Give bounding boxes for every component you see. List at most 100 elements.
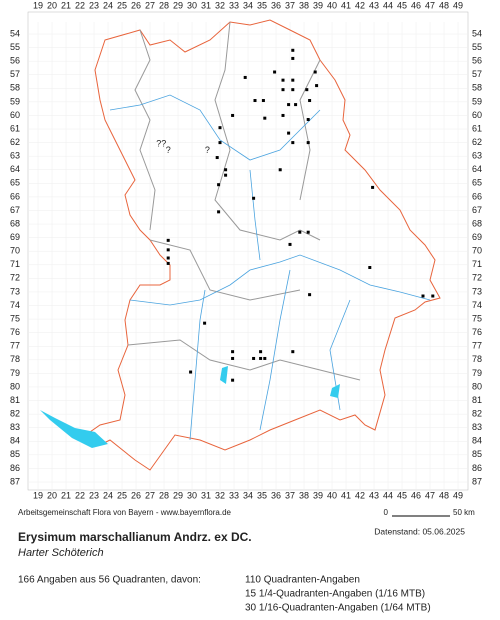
x-tick-label: 46 xyxy=(411,0,421,10)
occurrence-point xyxy=(308,293,312,297)
y-tick-label: 75 xyxy=(472,313,482,323)
y-tick-label: 57 xyxy=(472,69,482,79)
x-tick-label: 35 xyxy=(257,0,267,10)
y-tick-label: 62 xyxy=(10,137,20,147)
x-tick-label: 42 xyxy=(355,490,365,500)
x-tick-label: 20 xyxy=(47,0,57,10)
occurrence-point xyxy=(218,126,222,130)
occurrence-point xyxy=(281,88,285,92)
y-tick-label: 54 xyxy=(472,28,482,38)
y-tick-label: 76 xyxy=(10,327,20,337)
x-tick-label: 33 xyxy=(229,490,239,500)
occurrence-point xyxy=(231,113,235,117)
count: 15 1/4-Quadranten-Angaben (1/16 MTB) xyxy=(245,589,425,600)
x-tick-label: 24 xyxy=(103,490,113,500)
x-tick-label: 28 xyxy=(159,0,169,10)
y-tick-label: 86 xyxy=(10,463,20,473)
y-tick-label: 72 xyxy=(472,273,482,283)
occurrence-point xyxy=(215,156,219,160)
points: ???? xyxy=(156,48,435,382)
occurrence-point xyxy=(231,356,235,360)
occurrence-point xyxy=(298,230,302,234)
occurrence-point xyxy=(306,230,310,234)
occurrence-point xyxy=(294,103,298,107)
occurrence-point xyxy=(371,185,375,189)
y-tick-label: 77 xyxy=(472,341,482,351)
x-tick-label: 29 xyxy=(173,490,183,500)
occurrence-point xyxy=(281,78,285,82)
y-tick-label: 59 xyxy=(10,96,20,106)
occurrence-point xyxy=(315,84,319,88)
y-tick-label: 55 xyxy=(472,42,482,52)
x-tick-label: 41 xyxy=(341,0,351,10)
y-tick-label: 70 xyxy=(472,246,482,256)
x-tick-label: 47 xyxy=(425,490,435,500)
x-tick-label: 34 xyxy=(243,0,253,10)
occurrence-point xyxy=(287,103,291,107)
y-tick-label: 80 xyxy=(472,381,482,391)
x-tick-label: 40 xyxy=(327,490,337,500)
x-tick-label: 35 xyxy=(257,490,267,500)
y-tick-label: 69 xyxy=(472,232,482,242)
y-tick-label: 62 xyxy=(472,137,482,147)
x-tick-label: 24 xyxy=(103,0,113,10)
river xyxy=(109,94,321,161)
occurrence-point xyxy=(189,370,193,374)
y-tick-label: 63 xyxy=(472,151,482,161)
y-tick-label: 83 xyxy=(472,422,482,432)
y-tick-label: 77 xyxy=(10,341,20,351)
x-tick-label: 26 xyxy=(131,490,141,500)
y-tick-label: 59 xyxy=(472,96,482,106)
occurrence-point xyxy=(263,116,267,120)
x-tick-label: 20 xyxy=(47,490,57,500)
occurrence-point xyxy=(243,75,247,79)
x-tick-label: 32 xyxy=(215,0,225,10)
occurrence-point xyxy=(305,88,309,92)
state-border xyxy=(89,19,441,471)
unsure-mark: ? xyxy=(205,145,210,155)
y-tick-label: 66 xyxy=(10,191,20,201)
district-border xyxy=(127,21,361,381)
y-tick-label: 75 xyxy=(10,313,20,323)
x-tick-label: 46 xyxy=(411,490,421,500)
x-tick-label: 31 xyxy=(201,0,211,10)
scale-start: 0 xyxy=(384,508,389,517)
x-tick-label: 41 xyxy=(341,490,351,500)
y-tick-label: 58 xyxy=(10,83,20,93)
occurrence-point xyxy=(166,248,170,252)
x-tick-label: 47 xyxy=(425,0,435,10)
x-tick-label: 23 xyxy=(89,490,99,500)
occurrence-point xyxy=(224,173,228,177)
y-tick-label: 54 xyxy=(10,28,20,38)
y-tick-label: 81 xyxy=(472,395,482,405)
y-tick-label: 87 xyxy=(472,476,482,486)
credit: Arbeitsgemeinschaft Flora von Bayern - w… xyxy=(18,508,232,517)
x-tick-label: 34 xyxy=(243,490,253,500)
occurrence-point xyxy=(288,242,292,246)
y-tick-label: 73 xyxy=(10,286,20,296)
occurrence-point xyxy=(166,261,170,265)
x-tick-label: 36 xyxy=(271,0,281,10)
y-tick-label: 84 xyxy=(10,436,20,446)
occurrence-point xyxy=(252,356,256,360)
occurrence-point xyxy=(291,141,295,145)
river xyxy=(189,289,206,441)
x-tick-label: 32 xyxy=(215,490,225,500)
occurrence-point xyxy=(273,70,277,74)
x-tick-label: 37 xyxy=(285,490,295,500)
count: 110 Quadranten-Angaben xyxy=(245,575,360,586)
x-tick-label: 36 xyxy=(271,490,281,500)
x-tick-label: 49 xyxy=(453,490,463,500)
x-tick-label: 22 xyxy=(75,0,85,10)
x-tick-label: 40 xyxy=(327,0,337,10)
y-tick-label: 87 xyxy=(10,476,20,486)
x-tick-label: 21 xyxy=(61,490,71,500)
y-tick-label: 85 xyxy=(472,449,482,459)
x-tick-label: 22 xyxy=(75,490,85,500)
occurrence-point xyxy=(287,131,291,135)
x-tick-label: 44 xyxy=(383,490,393,500)
x-tick-label: 39 xyxy=(313,0,323,10)
y-tick-label: 83 xyxy=(10,422,20,432)
x-tick-label: 19 xyxy=(33,490,43,500)
count: 30 1/16-Quadranten-Angaben (1/64 MTB) xyxy=(245,603,431,614)
